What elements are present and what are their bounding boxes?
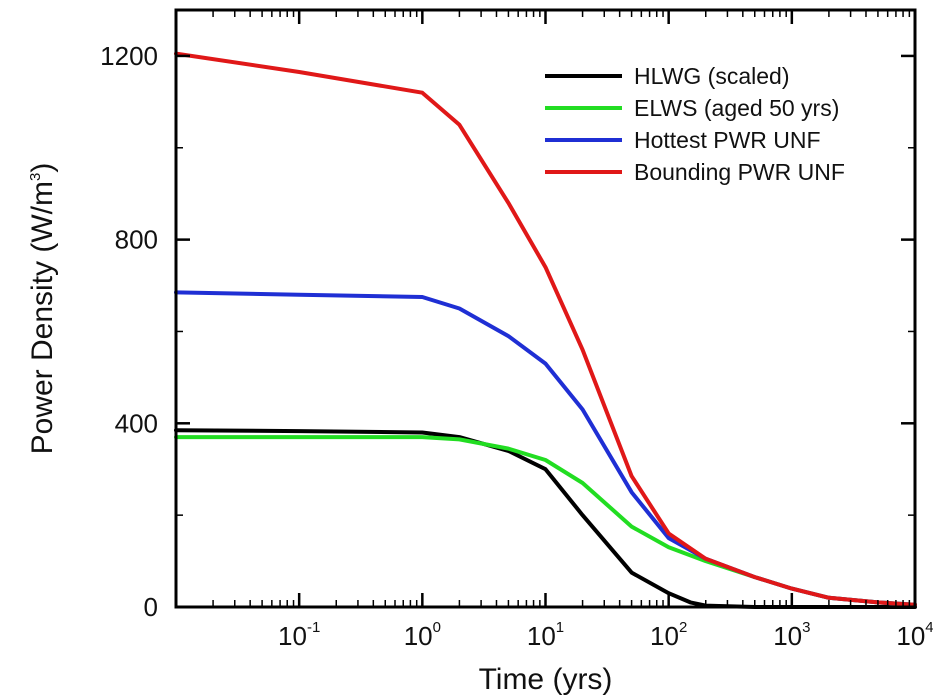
x-tick-exp: 2 [679,619,687,636]
x-tick-exp: -1 [307,619,320,636]
x-tick-label: 102 [650,619,687,651]
x-tick-label: 10-1 [278,619,320,651]
x-tick-label: 104 [896,619,933,651]
legend-label-1: HLWG (scaled) [634,63,790,89]
y-axis-title-sup: 3 [27,173,44,181]
y-tick-label: 400 [115,408,158,438]
legend-label-2: ELWS (aged 50 yrs) [634,95,839,121]
series-line-4 [174,51,917,607]
y-tick-label: 1200 [100,41,158,71]
x-tick-exp: 4 [925,619,933,636]
y-tick-label: 800 [115,225,158,255]
x-tick-labels: 10-1 100 101 102 103 104 [278,619,933,651]
ticks-layer [176,10,917,609]
legend: HLWG (scaled) ELWS (aged 50 yrs) Hottest P… [545,63,845,185]
y-tick-label: 0 [144,592,158,622]
y-tick-labels: 0 400 800 1200 [100,41,158,622]
x-tick-base: 10 [404,621,433,651]
legend-label-4: Bounding PWR UNF [634,159,845,185]
x-tick-label: 103 [773,619,810,651]
x-axis-title: Time (yrs) [479,663,613,696]
legend-label-3: Hottest PWR UNF [634,127,821,153]
y-axis-title-close: ) [26,163,59,173]
x-tick-base: 10 [527,621,556,651]
x-tick-label: 101 [527,619,564,651]
x-tick-base: 10 [773,621,802,651]
y-axis-title: Power Density (W/m3) [26,163,59,455]
x-tick-exp: 1 [556,619,564,636]
x-tick-base: 10 [650,621,679,651]
x-tick-exp: 3 [802,619,810,636]
x-tick-base: 10 [896,621,925,651]
x-tick-base: 10 [278,621,307,651]
x-tick-label: 100 [404,619,441,651]
x-tick-exp: 0 [433,619,441,636]
y-axis-title-base: Power Density (W/m [26,181,59,454]
